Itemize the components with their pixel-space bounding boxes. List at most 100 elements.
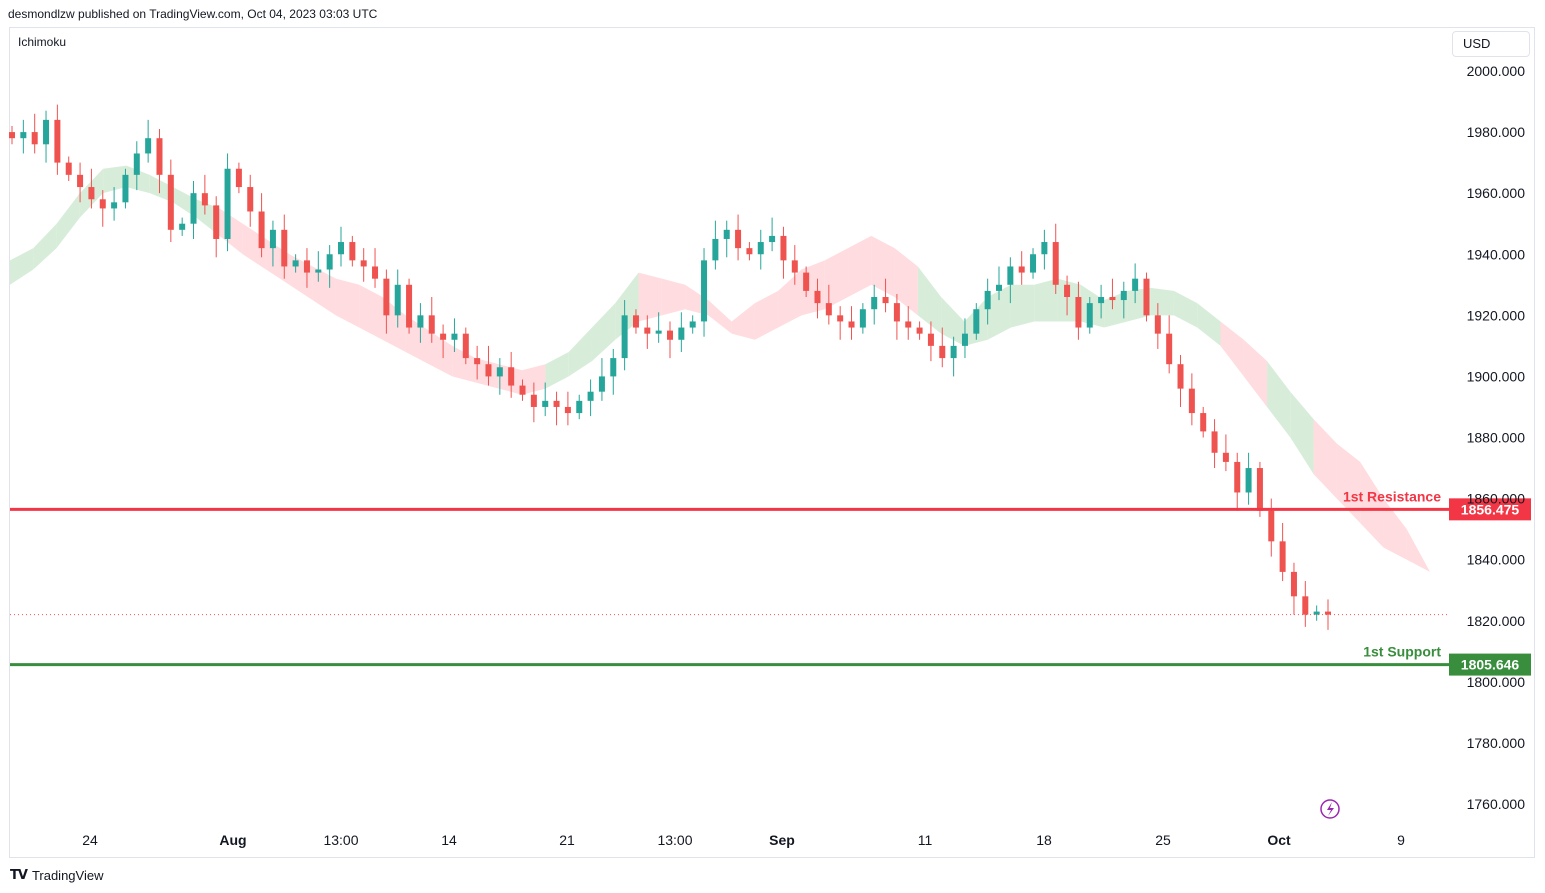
y-tick-label: 1900.000	[1467, 368, 1526, 384]
candle-body	[349, 242, 356, 261]
candle-body	[1154, 315, 1161, 334]
cloud-segment	[1336, 443, 1361, 524]
candle-body	[553, 400, 560, 407]
candle-body	[769, 235, 776, 243]
cloud-segment	[1034, 278, 1058, 322]
candle-body	[530, 394, 537, 407]
candle-body	[247, 187, 254, 212]
indicator-label[interactable]: Ichimoku	[18, 35, 67, 49]
candle-body	[1030, 254, 1037, 273]
candle-body	[1290, 571, 1297, 597]
x-tick-label: 9	[1397, 832, 1405, 848]
cloud-segment	[312, 266, 336, 316]
footer: 𝗧𝗩 TradingView	[10, 867, 103, 883]
candle-body	[905, 321, 912, 328]
candle-body	[1052, 242, 1059, 285]
cloud-segment	[1360, 461, 1384, 548]
x-tick-label: 18	[1036, 832, 1052, 848]
candle-body	[360, 260, 367, 267]
cloud-segment	[56, 193, 80, 249]
candle-body	[292, 260, 299, 267]
candle-body	[65, 162, 72, 175]
candle-body	[1143, 278, 1150, 316]
support-label: 1st Support	[1363, 644, 1441, 660]
candle-body	[383, 278, 390, 316]
candle-body	[871, 297, 878, 310]
candle-body	[667, 330, 673, 340]
x-tick-label: 14	[441, 832, 457, 848]
candle-body	[916, 327, 923, 334]
cloud-segment	[568, 327, 592, 377]
cloud-segment	[917, 266, 942, 334]
candle-body	[417, 315, 424, 328]
candle-body	[632, 315, 639, 328]
tradingview-logo-icon[interactable]: 𝗧𝗩	[10, 867, 28, 882]
candle-body	[542, 400, 549, 407]
price-tag	[1449, 498, 1531, 521]
cloud-segment	[1220, 321, 1244, 377]
lightning-icon[interactable]	[1320, 799, 1340, 819]
candle-body	[757, 242, 764, 255]
cloud-segment	[452, 345, 476, 383]
y-tick-label: 1780.000	[1467, 735, 1526, 751]
candle-body	[156, 138, 163, 175]
candle-body	[303, 260, 310, 273]
candle-body	[939, 345, 946, 359]
candle-body	[99, 199, 106, 209]
chart-frame	[9, 27, 1535, 858]
cloud-segment	[871, 235, 895, 298]
candle-body	[678, 327, 685, 340]
candle-body	[88, 187, 95, 200]
candle-body	[167, 174, 174, 230]
cloud-segment	[33, 223, 57, 270]
candle-body	[837, 315, 844, 322]
candle-body	[803, 272, 810, 291]
candle-body	[973, 309, 980, 334]
candle-body	[859, 309, 866, 328]
y-tick-label: 1960.000	[1467, 185, 1526, 201]
candle-body	[394, 284, 401, 316]
y-tick-label: 1940.000	[1467, 246, 1526, 262]
candle-body	[746, 248, 753, 255]
cloud-segment	[987, 284, 1011, 340]
candle-body	[1234, 461, 1241, 493]
cloud-segment	[242, 223, 267, 270]
candle-body	[1279, 541, 1286, 572]
candle-body	[598, 376, 605, 392]
candle-body	[1007, 266, 1014, 285]
y-tick-label: 1980.000	[1467, 124, 1526, 140]
candle-body	[723, 229, 730, 239]
cloud-segment	[1057, 278, 1081, 322]
candle-body	[485, 364, 492, 377]
candle-body	[338, 242, 344, 255]
cloud-segment	[545, 351, 569, 389]
candle-body	[1177, 364, 1184, 389]
cloud-segment	[1313, 419, 1337, 499]
cloud-segment	[1150, 287, 1174, 316]
candle-body	[848, 321, 855, 328]
cloud-segment	[1010, 284, 1035, 328]
x-axis[interactable]: 24 Aug 13:00 14 21 13:00 Sep 11 18 25 Oct 9	[82, 832, 1405, 848]
cloud-segment	[1290, 391, 1314, 475]
y-tick-label: 1820.000	[1467, 613, 1526, 629]
cloud-segment	[591, 303, 616, 362]
candle-body	[1222, 452, 1229, 462]
candle-body	[1166, 333, 1173, 365]
y-axis[interactable]: 2000.000 1980.000 1960.000 1940.000 1920.000…	[1467, 63, 1526, 812]
cloud-segment	[335, 278, 360, 328]
candle-body	[814, 290, 821, 304]
y-tick-label: 1920.000	[1467, 307, 1526, 323]
price-tag-text: 1856.475	[1461, 501, 1520, 517]
cloud-segment	[615, 272, 639, 340]
candle-body	[1132, 278, 1139, 291]
candle-body	[791, 260, 798, 273]
cloud-segment	[638, 272, 662, 322]
cloud-segment	[731, 303, 755, 340]
candle-body	[54, 119, 61, 163]
candle-body	[43, 119, 50, 145]
ichimoku-cloud	[10, 165, 1430, 572]
currency-selector[interactable]: USD	[1452, 31, 1530, 57]
candle-body	[1245, 468, 1252, 493]
candle-body	[996, 284, 1002, 291]
